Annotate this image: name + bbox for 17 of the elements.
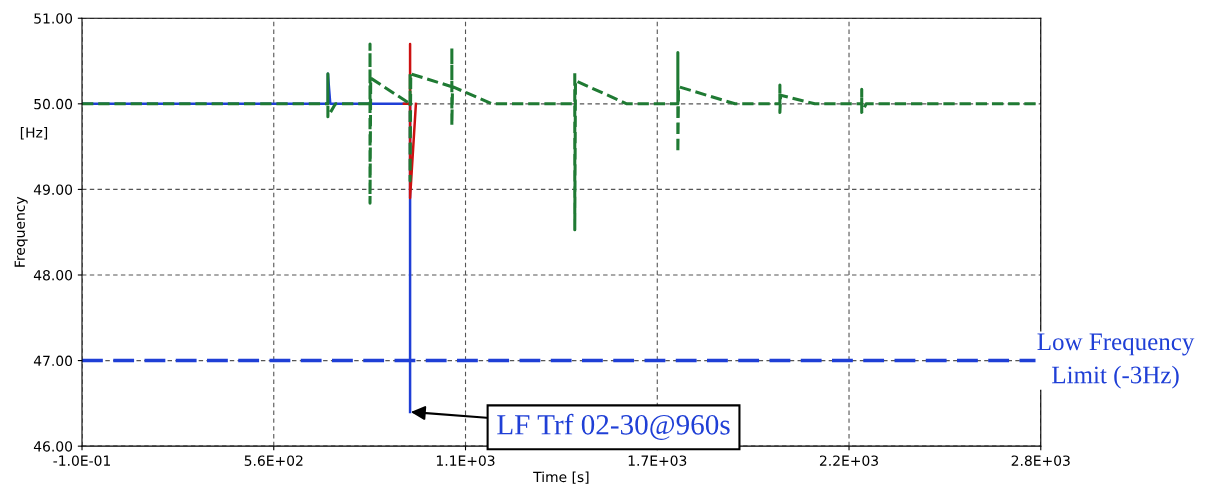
- x-axis-title: Time [s]: [533, 471, 589, 484]
- y-tick-label: 49.00: [33, 184, 73, 195]
- text: [Hz]: [20, 127, 48, 140]
- x-tick-label: 1.7E+03: [628, 455, 687, 466]
- x-tick-label: 2.2E+03: [819, 455, 878, 466]
- x-tick-label: 5.6E+02: [244, 455, 303, 466]
- x-tick-label: 2.8E+03: [1011, 455, 1070, 466]
- y-tick-label: 50.00: [34, 98, 73, 110]
- ref-line-label: Low Frequency Limit (-3Hz): [1037, 333, 1195, 389]
- x-tick-label: -1.0E-01: [53, 455, 111, 466]
- y-tick-label: 48.00: [33, 269, 73, 281]
- x-tick-label: 1.1E+03: [436, 455, 495, 466]
- y-tick-label: 51.00: [34, 13, 73, 24]
- y-tick-label: 47.00: [33, 355, 73, 367]
- y-axis-title: Frequency: [14, 196, 28, 267]
- annotation: LF Trf 02-30@960s: [497, 413, 730, 440]
- y-tick-label: 46.00: [33, 441, 73, 452]
